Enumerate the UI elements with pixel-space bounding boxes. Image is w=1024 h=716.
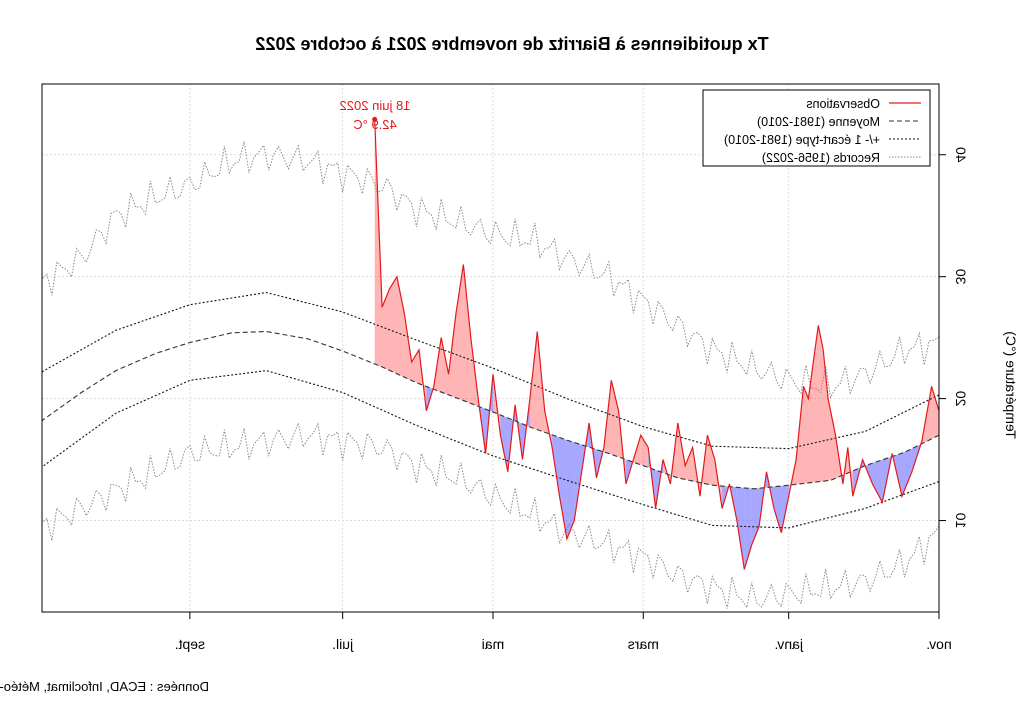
axes: nov. janv. mars mai juil. sept. 10 20 30 40 [175,147,969,652]
anomaly-fill-above [463,264,471,404]
y-tick-label: 20 [953,391,969,407]
anomaly-fill-above [456,264,464,401]
anomaly-fill-above [796,386,804,485]
anomaly-fill-above [529,331,538,430]
x-tick-label: juil. [332,636,354,652]
peak-marker [372,116,378,122]
normal-lines [41,291,940,529]
legend-label-mean: Moyenne (1981-2010) [757,115,880,129]
grid [42,84,940,612]
chart-title-group: Tx quotidiennes à Biarritz de novembre 2… [255,34,768,54]
anomaly-fill-above [818,325,824,482]
record-max-line [41,141,940,400]
x-tick-label-group: janv. [774,636,804,652]
anomaly-fill-above [448,313,456,398]
anomaly-fill-above [685,447,693,481]
sd-lower-line [41,370,940,529]
anomaly-fill-above [823,349,829,482]
x-tick-label: nov. [926,636,951,652]
chart-title: Tx quotidiennes à Biarritz de novembre 2… [255,34,768,54]
legend: Observations Moyenne (1981-2010) +/- 1 é… [702,89,931,167]
anomaly-fill-above [707,435,715,486]
legend-label-records: Records (1956-2022) [762,151,880,165]
plot-frame [41,83,940,613]
y-tick-label: 40 [953,147,969,163]
x-tick-label: sept. [175,636,205,652]
y-tick-label: 10 [953,513,969,529]
anomaly-fill-below [773,486,782,533]
x-tick-label: mai [482,636,505,652]
y-tick-label-group: 20 [953,391,969,407]
observation-line-group [372,116,940,570]
anomaly-fill-below [872,459,883,503]
records-lines [41,141,940,609]
observation-line [374,119,940,570]
anomaly-fill-above [828,398,836,481]
legend-label-stddev: +/- 1 écart-type (1981-2010) [724,133,880,147]
peak-annotation: 18 juin 2022 42.9 °C [340,98,411,132]
anomaly-fill-above [813,325,819,483]
annotation-date: 18 juin 2022 [340,98,411,113]
anomaly-fill-below [574,442,582,521]
mean-line [41,330,940,490]
sd-upper-line [41,291,940,450]
legend-entry-records: Records (1956-2022) [762,151,921,165]
y-tick-label-group: 10 [953,513,969,529]
legend-entry-mean: Moyenne (1981-2010) [757,115,921,129]
anomaly-fill-below [736,487,745,570]
source-note: Données : ECAD, Infoclimat, Météo-France [0,679,209,694]
x-tick-label: mars [628,636,659,652]
legend-label-observations: Observations [806,97,880,111]
anomaly-fill-above [441,337,449,395]
x-tick-label-group: juil. [332,636,354,652]
anomaly-fill-above [931,386,939,439]
anomaly-fill-above [640,435,649,468]
anomaly-fill-below [500,415,508,472]
x-tick-label-group: mars [628,636,659,652]
x-tick-label-group: mai [482,636,505,652]
annotation-value: 42.9 °C [353,117,397,132]
legend-entry-observations: Observations [806,97,921,111]
anomaly-fill-below [902,448,912,497]
y-tick-label: 30 [953,269,969,285]
anomaly-fill-above [803,386,809,484]
y-tick-label-group: 40 [953,147,969,163]
y-axis-label-group: Température (°C) [1003,331,1019,439]
legend-entry-stddev: +/- 1 écart-type (1981-2010) [724,133,921,147]
record-min-line [41,421,940,609]
anomaly-fill-above [396,276,405,378]
anomaly-fill-above [411,349,419,384]
anomaly-fill-above [404,313,412,381]
anomaly-fill-above [389,276,397,374]
x-tick-label-group: sept. [175,636,205,652]
x-tick-label-group: nov. [926,636,951,652]
y-tick-label-group: 30 [953,269,969,285]
y-axis-label: Température (°C) [1003,331,1019,439]
anomaly-fill-below [566,440,575,539]
anomaly-fill-below [559,437,567,539]
anomaly-fill-above [382,288,390,371]
x-tick-label: janv. [774,636,804,652]
source-group: Données : ECAD, Infoclimat, Météo-France [0,679,209,694]
anomaly-fill-above [611,380,619,457]
